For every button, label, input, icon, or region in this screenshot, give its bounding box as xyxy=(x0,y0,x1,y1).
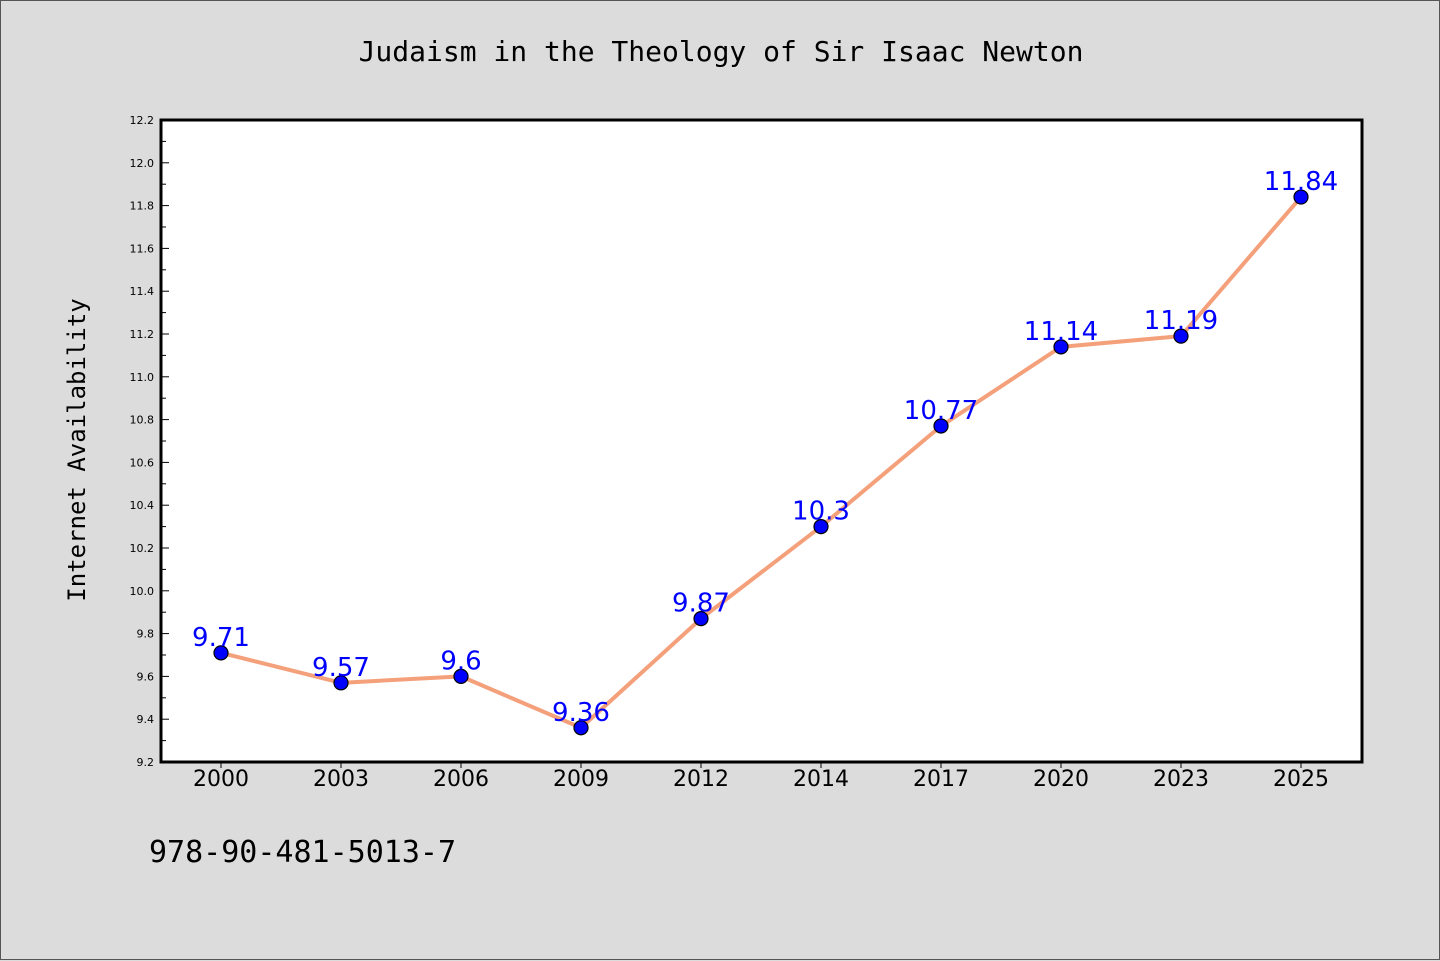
x-tick-label: 2017 xyxy=(913,767,969,792)
data-point xyxy=(453,668,469,685)
data-point xyxy=(213,645,229,661)
data-label: 11.14 xyxy=(1024,317,1098,347)
data-label: 9.57 xyxy=(312,653,370,683)
x-tick-label: 2023 xyxy=(1153,767,1209,792)
data-point xyxy=(1053,339,1069,355)
y-tick-label: 11.0 xyxy=(130,371,155,384)
x-tick-label: 2014 xyxy=(793,767,849,792)
data-point xyxy=(1293,189,1309,205)
data-label: 9.87 xyxy=(672,589,730,619)
data-point xyxy=(1173,328,1189,344)
x-tick-label: 2006 xyxy=(433,767,489,792)
data-label: 9.6 xyxy=(440,646,481,676)
y-tick-label: 10.8 xyxy=(130,414,155,427)
y-tick-label: 10.6 xyxy=(130,456,155,469)
y-tick-label: 11.8 xyxy=(130,200,155,213)
y-tick-label: 10.4 xyxy=(130,499,155,512)
y-tick-label: 12.2 xyxy=(130,114,155,127)
plot-area xyxy=(159,118,1364,764)
series-line xyxy=(219,195,1303,730)
data-label: 11.84 xyxy=(1264,167,1338,197)
y-tick-label: 10.0 xyxy=(130,585,155,598)
footer-isbn: 978-90-481-5013-7 xyxy=(149,835,457,870)
y-tick-label: 11.2 xyxy=(130,328,155,341)
y-tick-label: 10.2 xyxy=(130,542,155,555)
y-tick-label: 12.0 xyxy=(130,157,155,170)
data-label: 10.3 xyxy=(792,497,850,527)
x-tick-label: 2012 xyxy=(673,767,729,792)
data-point xyxy=(933,418,949,434)
chart-title: Judaism in the Theology of Sir Isaac New… xyxy=(358,35,1084,68)
data-label: 11.19 xyxy=(1144,306,1218,336)
y-tick-label: 11.4 xyxy=(130,285,155,298)
x-tick-label: 2020 xyxy=(1033,767,1089,792)
y-tick-label: 9.4 xyxy=(137,713,155,726)
x-tick-label: 2009 xyxy=(553,767,609,792)
x-tick-label: 2025 xyxy=(1273,767,1329,792)
data-point xyxy=(693,611,709,627)
x-tick-label: 2003 xyxy=(313,767,369,792)
y-tick-label: 9.6 xyxy=(137,670,155,683)
y-tick-label: 11.6 xyxy=(130,242,155,255)
data-label: 9.36 xyxy=(552,698,610,728)
data-point xyxy=(813,518,829,535)
y-tick-label: 9.2 xyxy=(137,756,155,769)
y-tick-label: 9.8 xyxy=(137,628,155,641)
x-tick-label: 2000 xyxy=(193,767,249,792)
data-point xyxy=(333,675,349,691)
data-label: 10.77 xyxy=(904,396,978,426)
data-label: 9.71 xyxy=(192,623,250,653)
data-point xyxy=(573,720,589,736)
